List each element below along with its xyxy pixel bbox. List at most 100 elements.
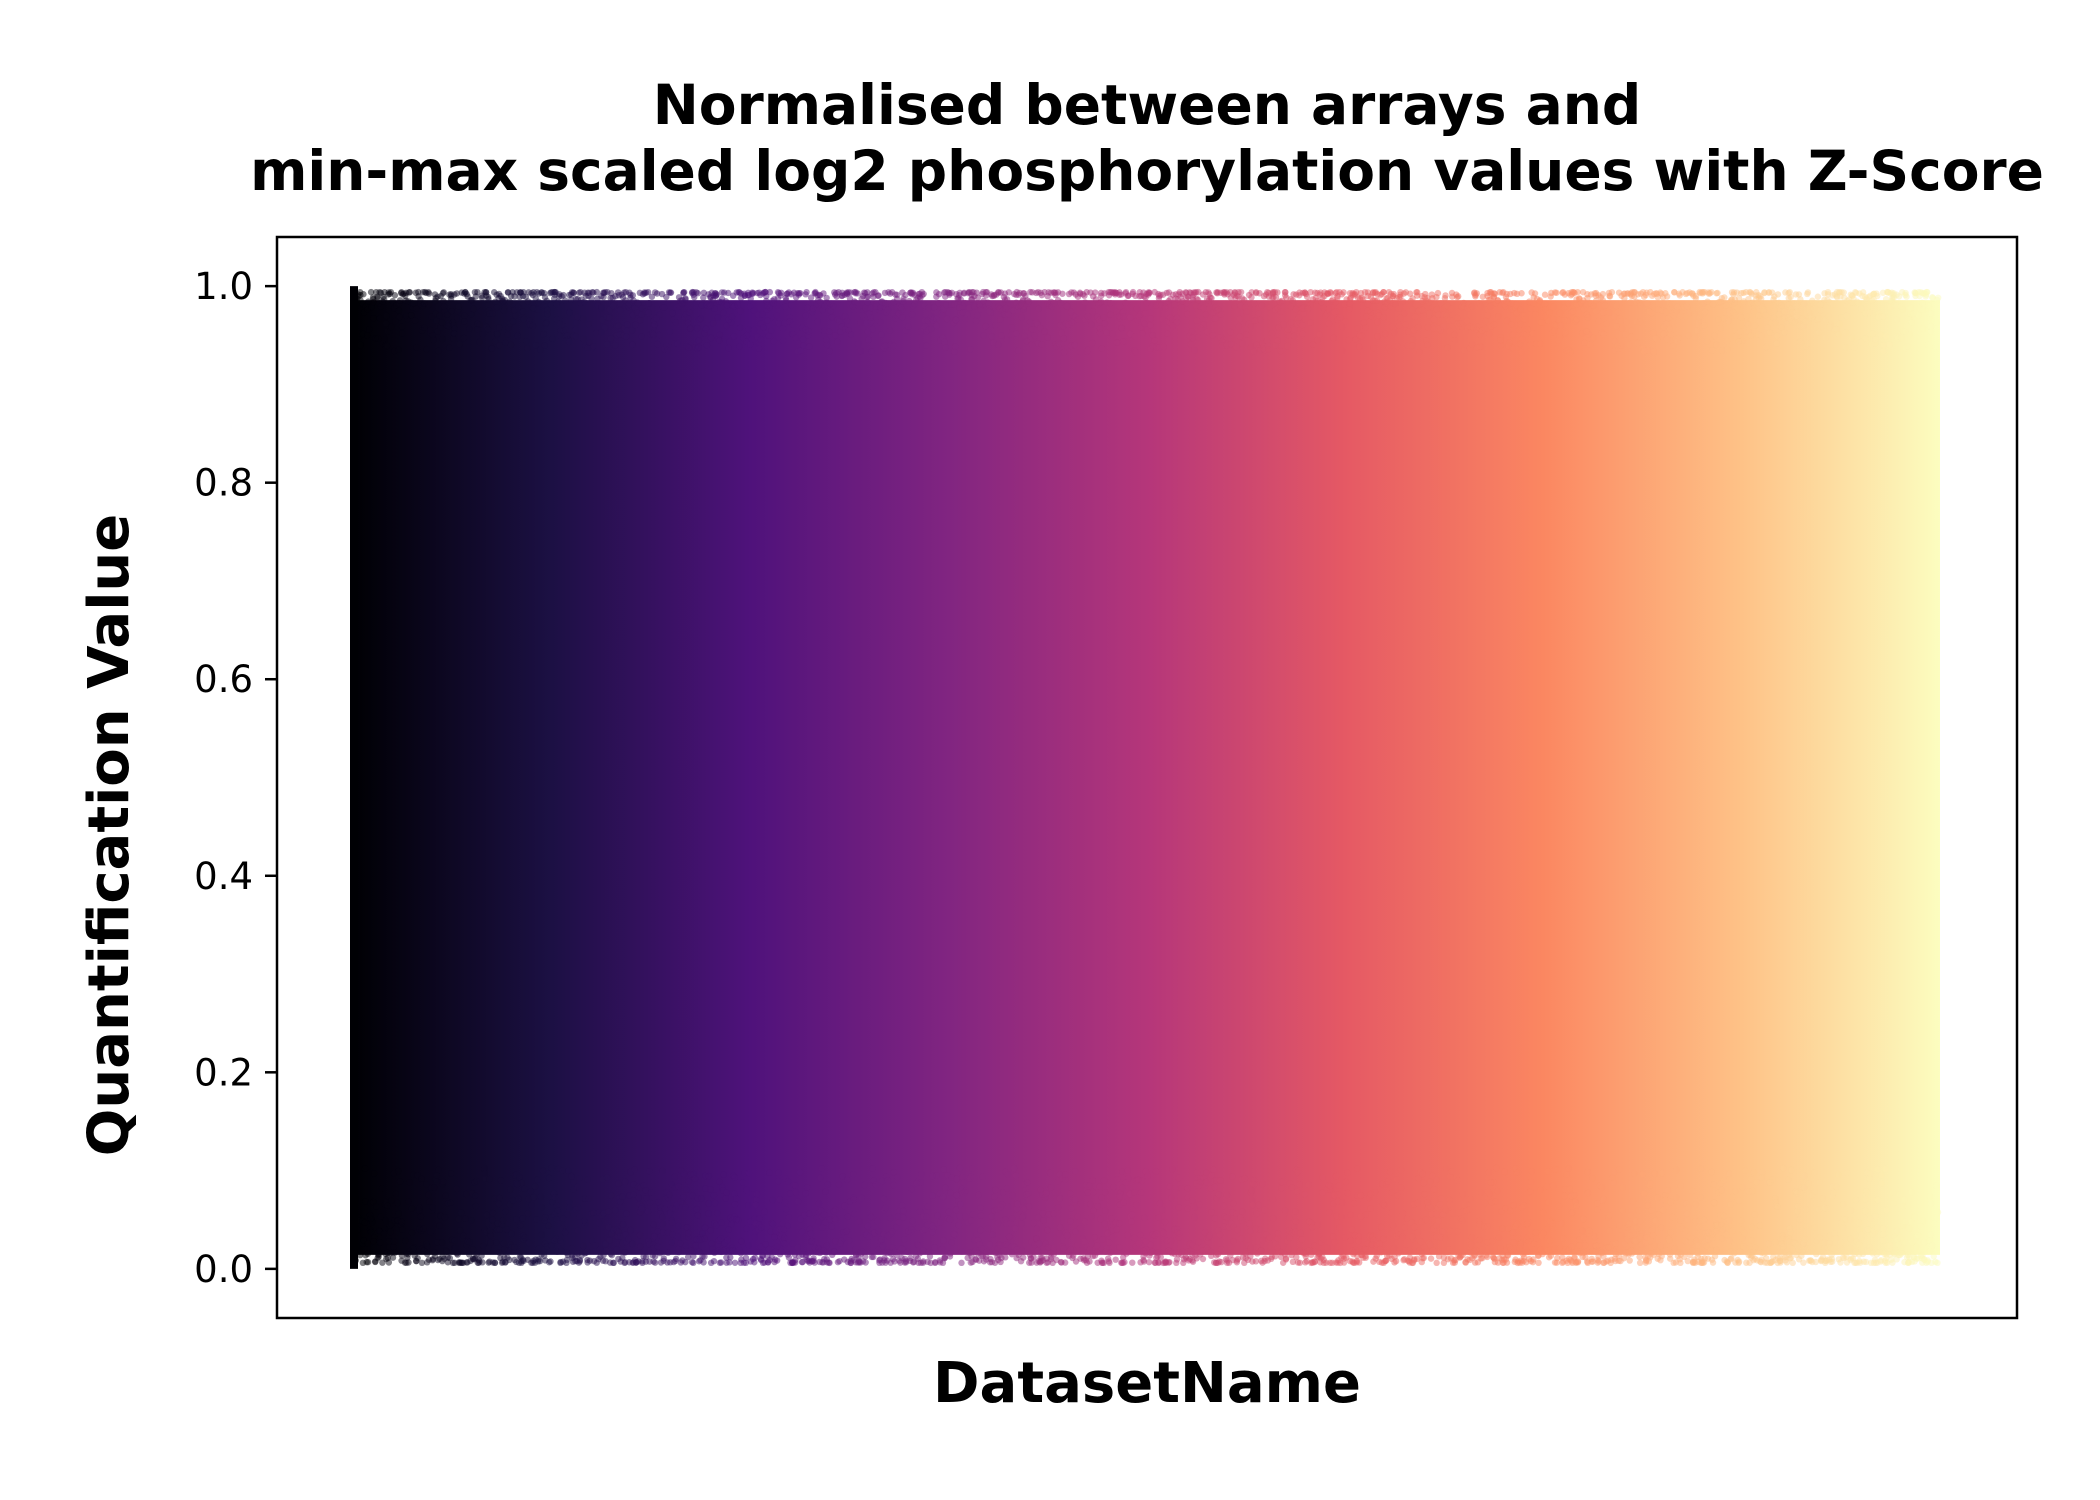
scatter-point bbox=[527, 1188, 535, 1195]
scatter-point bbox=[556, 320, 563, 327]
scatter-point bbox=[1357, 1192, 1365, 1199]
scatter-point bbox=[773, 1257, 781, 1264]
scatter-point bbox=[1227, 341, 1235, 348]
scatter-point bbox=[683, 1186, 691, 1194]
scatter-point bbox=[684, 1253, 692, 1261]
scatter-point bbox=[651, 1232, 658, 1240]
scatter-point bbox=[870, 1253, 877, 1261]
scatter-point bbox=[446, 1254, 454, 1262]
scatter-point bbox=[1697, 1165, 1705, 1172]
scatter-point bbox=[798, 1228, 806, 1236]
scatter-point bbox=[1684, 1257, 1692, 1265]
scatter-point bbox=[1405, 1247, 1413, 1254]
scatter-point bbox=[761, 1208, 768, 1215]
scatter-point bbox=[708, 1240, 716, 1247]
scatter-point bbox=[521, 1234, 529, 1241]
scatter-point bbox=[563, 1256, 571, 1264]
scatter-point bbox=[1118, 324, 1125, 331]
scatter-point bbox=[1758, 332, 1765, 340]
scatter-point bbox=[1187, 341, 1195, 348]
scatter-point bbox=[1650, 348, 1657, 356]
scatter-point bbox=[1387, 1209, 1395, 1217]
scatter-point bbox=[1758, 1174, 1766, 1181]
scatter-point bbox=[935, 299, 942, 307]
scatter-point bbox=[1931, 1220, 1938, 1227]
scatter-point bbox=[476, 338, 483, 346]
scatter-point bbox=[1351, 1199, 1358, 1207]
scatter-point bbox=[561, 1222, 568, 1229]
scatter-point bbox=[1433, 1176, 1440, 1183]
scatter-points-bottom-fringe bbox=[350, 1164, 1942, 1267]
scatter-point bbox=[1211, 315, 1219, 322]
scatter-point bbox=[1100, 1177, 1108, 1184]
scatter-point bbox=[952, 343, 959, 350]
scatter-point bbox=[366, 326, 373, 333]
scatter-point bbox=[1557, 322, 1565, 329]
scatter-point bbox=[1319, 1174, 1326, 1181]
scatter-point bbox=[651, 321, 658, 328]
scatter-point bbox=[1416, 348, 1423, 356]
scatter-point bbox=[501, 296, 509, 304]
scatter-point bbox=[1703, 1242, 1711, 1250]
scatter-point bbox=[1879, 1230, 1887, 1238]
scatter-point bbox=[831, 1248, 838, 1256]
scatter-point bbox=[854, 340, 862, 348]
scatter-point bbox=[1872, 1213, 1879, 1220]
scatter-point bbox=[625, 300, 633, 308]
scatter-point bbox=[1920, 1217, 1927, 1225]
scatter-point bbox=[923, 1213, 930, 1220]
scatter-point bbox=[1039, 1209, 1046, 1217]
scatter-point bbox=[1094, 1249, 1101, 1256]
scatter-point bbox=[664, 346, 671, 354]
scatter-point bbox=[396, 313, 403, 321]
scatter-point bbox=[712, 1222, 720, 1229]
scatter-point bbox=[1013, 1246, 1021, 1253]
scatter-point bbox=[997, 316, 1004, 323]
scatter-point bbox=[1652, 1217, 1659, 1224]
scatter-point bbox=[1173, 318, 1181, 326]
scatter-point bbox=[1643, 300, 1651, 307]
scatter-point bbox=[1393, 1176, 1401, 1183]
scatter-point bbox=[413, 344, 420, 351]
scatter-point bbox=[1208, 1252, 1215, 1260]
scatter-point bbox=[873, 1217, 881, 1225]
scatter-point bbox=[1183, 299, 1191, 307]
scatter-point bbox=[792, 334, 799, 341]
scatter-point bbox=[698, 302, 706, 309]
scatter-point bbox=[1518, 348, 1525, 356]
scatter-point bbox=[1617, 318, 1625, 325]
scatter-point bbox=[1335, 1182, 1342, 1190]
scatter-point bbox=[866, 1233, 873, 1240]
scatter-point bbox=[619, 1221, 627, 1228]
scatter-point bbox=[1421, 1191, 1428, 1198]
y-axis-label: Quantification Value bbox=[77, 514, 142, 1157]
scatter-point bbox=[1932, 343, 1939, 350]
scatter-point bbox=[1013, 1205, 1021, 1213]
scatter-point bbox=[553, 1216, 560, 1223]
scatter-point bbox=[899, 314, 906, 321]
scatter-point bbox=[405, 1198, 412, 1205]
scatter-point bbox=[1908, 1188, 1915, 1196]
scatter-point bbox=[823, 336, 830, 343]
scatter-point bbox=[745, 325, 752, 333]
scatter-point bbox=[1794, 1208, 1801, 1215]
scatter-point bbox=[1020, 1205, 1028, 1213]
scatter-point bbox=[946, 1253, 954, 1260]
scatter-point bbox=[1801, 1172, 1808, 1180]
scatter-point bbox=[1741, 1229, 1748, 1237]
scatter-point bbox=[1927, 310, 1935, 317]
scatter-point bbox=[554, 298, 562, 305]
scatter-point bbox=[1404, 342, 1412, 349]
scatter-point bbox=[361, 1165, 369, 1172]
scatter-point bbox=[1380, 1235, 1387, 1243]
scatter-point bbox=[1029, 325, 1037, 333]
scatter-point bbox=[650, 1221, 657, 1228]
scatter-point bbox=[1584, 314, 1592, 321]
scatter-point bbox=[590, 342, 597, 350]
scatter-point bbox=[1925, 302, 1932, 309]
scatter-point bbox=[695, 344, 702, 351]
scatter-point bbox=[977, 1204, 984, 1211]
scatter-point bbox=[473, 1251, 480, 1258]
scatter-point bbox=[794, 1244, 802, 1251]
scatter-point bbox=[958, 1248, 965, 1255]
